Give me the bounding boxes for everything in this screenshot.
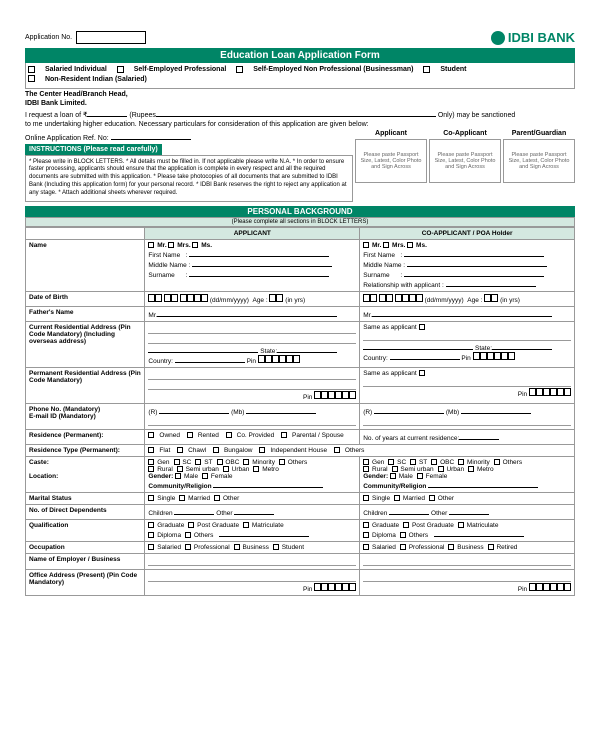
ref-no[interactable] — [111, 132, 191, 140]
checkbox-self-prof[interactable] — [117, 66, 124, 73]
coapp-dob[interactable]: (dd/mm/yyyy) Age : (in yrs) — [360, 291, 575, 306]
addressee2: IDBI Bank Limited. — [25, 100, 575, 107]
app-marital[interactable]: Single Married Other — [145, 492, 360, 504]
application-number: Application No. — [25, 31, 146, 44]
loan-request: I request a loan of ₹ (Rupees Only) may … — [25, 109, 575, 119]
coapp-caste[interactable]: Gen SC ST OBC Minority Others Rural Semi… — [360, 456, 575, 492]
app-phone[interactable]: (R) (Mb) — [145, 403, 360, 429]
role-parent: Parent/Guardian — [503, 130, 575, 137]
coapp-office[interactable]: Pin — [360, 569, 575, 595]
coapp-qualification[interactable]: Graduate Post Graduate Matriculate Diplo… — [360, 519, 575, 541]
loan-line2: to me undertaking higher education. Nece… — [25, 121, 575, 128]
logo: IDBI BANK — [491, 30, 575, 45]
form-title: Education Loan Application Form — [25, 48, 575, 63]
instructions-header: INSTRUCTIONS (Please read carefully) — [25, 144, 162, 155]
app-caste[interactable]: Gen SC ST OBC Minority Others Rural Semi… — [145, 456, 360, 492]
personal-section: PERSONAL BACKGROUND — [25, 206, 575, 217]
coapplicant-header: CO-APPLICANT / POA Holder — [360, 227, 575, 239]
checkbox-self-nonprof[interactable] — [236, 66, 243, 73]
app-name[interactable]: Mr. Mrs. Ms. First Name : Middle Name : … — [145, 239, 360, 291]
coapp-phone[interactable]: (R) (Mb) — [360, 403, 575, 429]
app-no-label: Application No. — [25, 34, 72, 41]
checkbox-student[interactable] — [423, 66, 430, 73]
app-dob[interactable]: (dd/mm/yyyy) Age : (in yrs) — [145, 291, 360, 306]
loan-words[interactable] — [156, 109, 436, 117]
employment-types: Salaried Individual Self-Employed Profes… — [25, 63, 575, 89]
app-no-input[interactable] — [76, 31, 146, 44]
photo-coapplicant[interactable]: Please paste Passport Size, Latest, Colo… — [429, 139, 501, 183]
app-dependents[interactable]: Children Other — [145, 504, 360, 519]
coapp-occupation[interactable]: Salaried Professional Business Retired — [360, 541, 575, 553]
coapp-employer[interactable] — [360, 553, 575, 569]
app-employer[interactable] — [145, 553, 360, 569]
personal-table: APPLICANT CO-APPLICANT / POA Holder Name… — [25, 227, 575, 596]
applicant-header: APPLICANT — [145, 227, 360, 239]
coapp-marital[interactable]: Single Married Other — [360, 492, 575, 504]
photo-applicant[interactable]: Please paste Passport Size, Latest, Colo… — [355, 139, 427, 183]
coapp-dependents[interactable]: Children Other — [360, 504, 575, 519]
addressee1: The Center Head/Branch Head, — [25, 91, 575, 98]
coapp-perm-addr[interactable]: Same as applicant Pin — [360, 367, 575, 403]
app-perm-addr[interactable]: Pin — [145, 367, 360, 403]
app-qualification[interactable]: Graduate Post Graduate Matriculate Diplo… — [145, 519, 360, 541]
instructions-body: * Please write in BLOCK LETTERS. * All d… — [25, 155, 353, 202]
coapp-father[interactable]: Mr. — [360, 306, 575, 321]
loan-amount[interactable] — [87, 109, 127, 117]
logo-icon — [491, 31, 505, 45]
residence-type[interactable]: Flat Chawl Bungalow Independent House Ot… — [145, 444, 575, 456]
app-father[interactable]: Mr. — [145, 306, 360, 321]
role-applicant: Applicant — [355, 130, 427, 137]
checkbox-salaried[interactable] — [28, 66, 35, 73]
checkbox-nri[interactable] — [28, 75, 35, 82]
app-residence[interactable]: Owned Rented Co. Provided Parental / Spo… — [145, 429, 360, 444]
coapp-curr-addr[interactable]: Same as applicant State: Country: Pin — [360, 321, 575, 367]
photo-parent[interactable]: Please paste Passport Size, Latest, Colo… — [503, 139, 575, 183]
coapp-residence[interactable]: No. of years at current residence: — [360, 429, 575, 444]
app-occupation[interactable]: Salaried Professional Business Student — [145, 541, 360, 553]
coapp-name[interactable]: Mr. Mrs. Ms. First Name : Middle Name : … — [360, 239, 575, 291]
app-curr-addr[interactable]: State: Country: Pin — [145, 321, 360, 367]
personal-subtitle: (Please complete all sections in BLOCK L… — [25, 217, 575, 227]
role-coapplicant: Co-Applicant — [429, 130, 501, 137]
app-office[interactable]: Pin — [145, 569, 360, 595]
logo-text: IDBI BANK — [508, 30, 575, 45]
